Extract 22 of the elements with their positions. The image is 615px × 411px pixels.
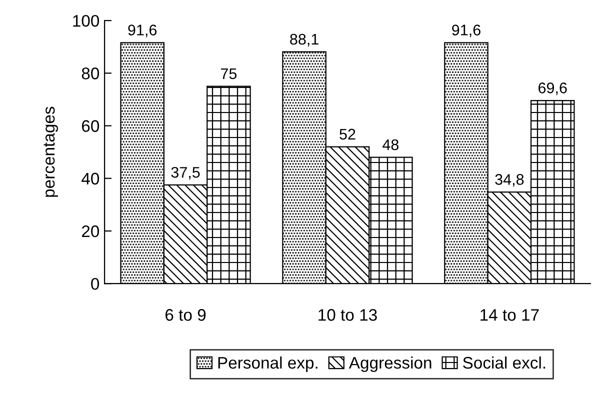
data-label: 37,5: [171, 166, 200, 180]
data-label: 75: [221, 68, 237, 80]
data-label: 69,6: [538, 82, 567, 96]
y-tick-label: 40: [82, 172, 100, 185]
y-tick-label: 80: [82, 68, 100, 80]
y-tick-label: 60: [82, 120, 100, 132]
y-tick-label: 20: [82, 225, 100, 238]
y-tick-label: 100: [73, 14, 100, 27]
y-tick-label: 0: [91, 278, 100, 290]
x-tick-label: 10 to 13: [318, 309, 377, 321]
data-label: 52: [340, 128, 356, 140]
data-label: 34,8: [495, 174, 524, 187]
x-tick-label: 6 to 9: [166, 309, 206, 321]
legend-label: Social excl.: [463, 356, 546, 369]
y-axis-title: percentages: [44, 106, 58, 197]
x-tick-label: 14 to 17: [480, 309, 539, 321]
legend-label: Personal exp.: [218, 356, 318, 372]
data-label: 91,6: [128, 24, 157, 38]
data-label: 48: [382, 139, 398, 150]
data-label: 91,6: [452, 24, 480, 38]
legend-label: Aggression: [348, 356, 432, 372]
data-label: 88,1: [290, 34, 318, 46]
